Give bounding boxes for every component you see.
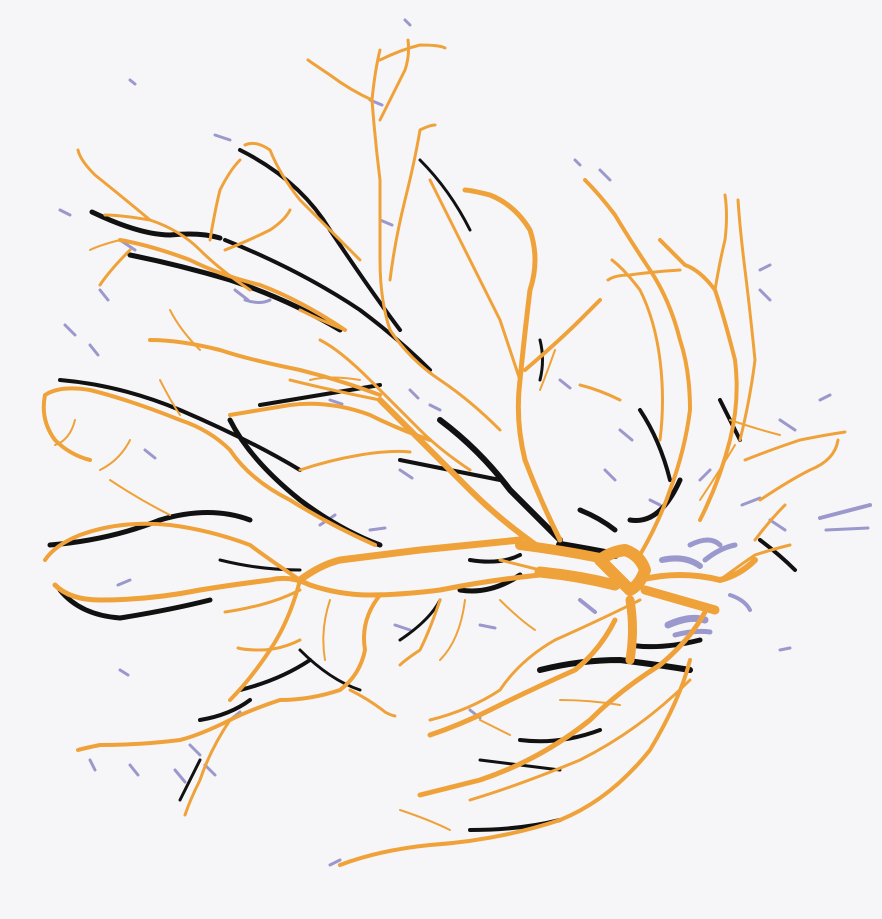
false-negative-layer [47,148,797,832]
true-positive-layer [41,38,847,867]
false-positive-layer [58,18,872,867]
